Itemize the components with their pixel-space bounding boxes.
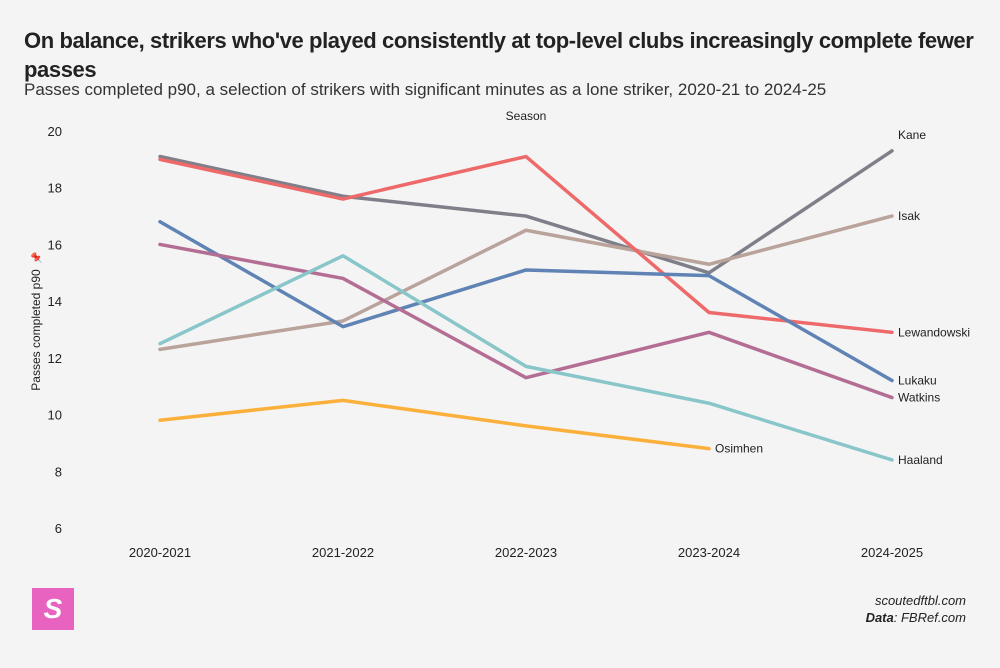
y-tick-label: 8 — [55, 464, 62, 479]
series-label-isak: Isak — [898, 209, 921, 223]
y-tick-label: 10 — [48, 408, 62, 423]
series-line-osimhen — [158, 398, 711, 451]
x-tick-label: 2024-2025 — [861, 545, 923, 560]
y-tick-label: 12 — [48, 351, 62, 366]
data-credit: Data: FBRef.com — [865, 610, 966, 625]
series-label-lewandowski: Lewandowski — [898, 325, 970, 339]
scouted-logo: S — [32, 588, 74, 630]
x-tick-label: 2021-2022 — [312, 545, 374, 560]
pin-icon: 📌 — [30, 251, 43, 264]
x-axis-title: Season — [506, 109, 547, 123]
y-tick-label: 16 — [48, 237, 62, 252]
series-label-lukaku: Lukaku — [898, 374, 937, 388]
series-label-watkins: Watkins — [898, 391, 940, 405]
series-line-lukaku — [158, 219, 894, 383]
y-tick-label: 14 — [48, 294, 62, 309]
y-axis-title: Passes completed p90 — [29, 269, 43, 391]
chart-subtitle: Passes completed p90, a selection of str… — [24, 80, 827, 99]
series-label-haaland: Haaland — [898, 453, 943, 467]
site-credit: scoutedftbl.com — [874, 593, 966, 608]
series-line-watkins — [158, 242, 894, 400]
x-tick-label: 2022-2023 — [495, 545, 557, 560]
x-tick-label: 2020-2021 — [129, 545, 191, 560]
series-line-haaland — [158, 254, 894, 462]
series-line-lewandowski — [158, 154, 894, 335]
series-label-kane: Kane — [898, 128, 926, 142]
y-tick-label: 6 — [55, 521, 62, 536]
series-line-isak — [158, 214, 894, 352]
series-label-osimhen: Osimhen — [715, 442, 763, 456]
y-tick-label: 18 — [48, 181, 62, 196]
x-tick-label: 2023-2024 — [678, 545, 740, 560]
series-line-kane — [158, 149, 894, 275]
credits: scoutedftbl.com Data: FBRef.com — [866, 592, 966, 626]
y-tick-label: 20 — [48, 124, 62, 139]
chart-title: On balance, strikers who've played consi… — [24, 28, 974, 82]
